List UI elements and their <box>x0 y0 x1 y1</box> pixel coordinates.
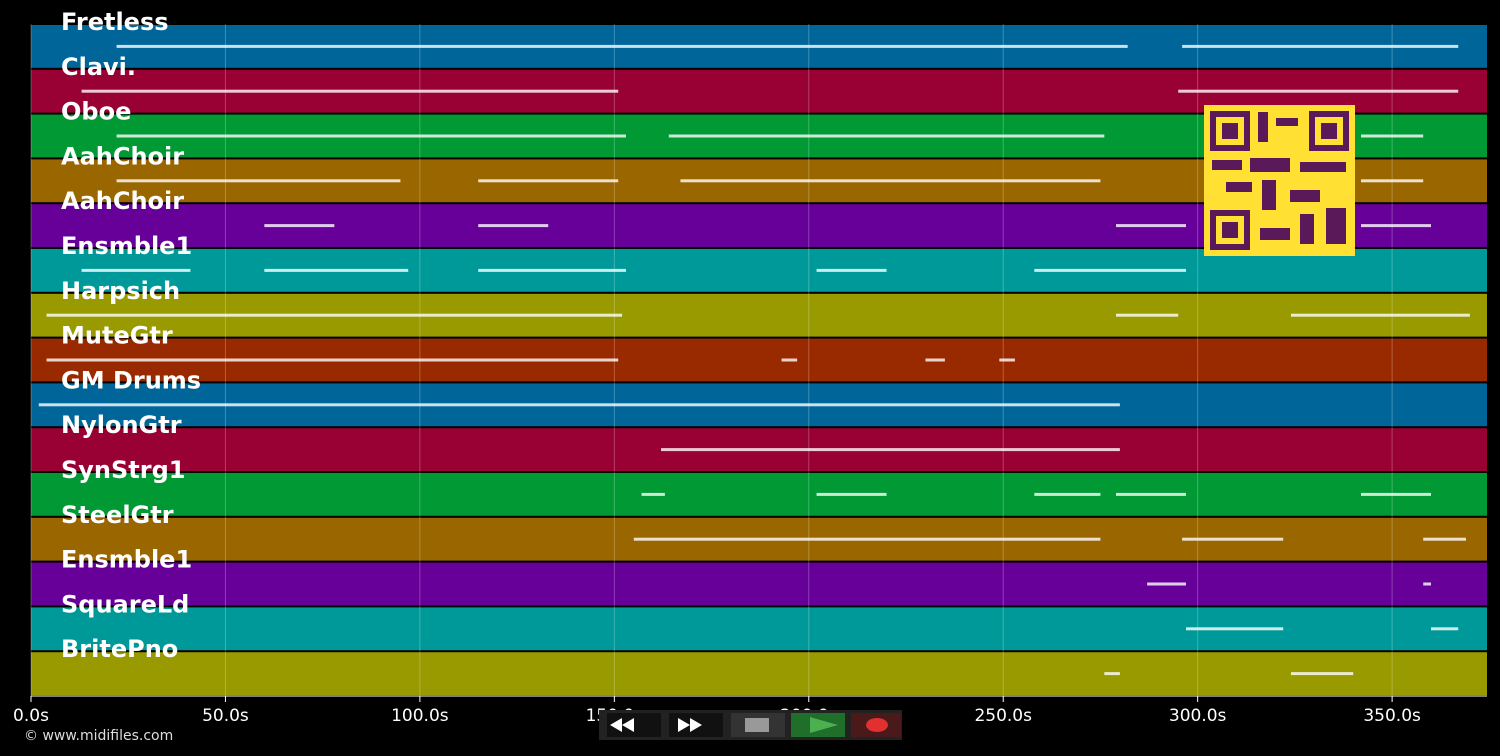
note-run <box>478 179 619 183</box>
track-label: SynStrg1 <box>61 456 186 484</box>
note-run <box>1291 313 1470 317</box>
qr-code <box>1204 105 1355 256</box>
note-run <box>999 358 1015 362</box>
labels: Fretless Clavi. Oboe AahChoir AahChoir Ensmbl… <box>61 8 201 663</box>
note-run <box>46 358 619 362</box>
note-run <box>1361 134 1424 138</box>
note-run <box>116 179 401 183</box>
note-run <box>1423 537 1466 541</box>
track-label: Harpsich <box>61 277 180 305</box>
track-label: AahChoir <box>61 142 184 170</box>
x-tick-label: 0.0s <box>13 706 49 726</box>
note-run <box>1116 224 1186 228</box>
track-label: SquareLd <box>61 590 189 618</box>
note-run <box>680 179 1101 183</box>
track-label: Fretless <box>61 8 169 36</box>
note-run <box>1104 672 1120 676</box>
note-run <box>1116 313 1179 317</box>
note-run <box>478 268 626 272</box>
track-label: BritePno <box>61 635 178 663</box>
x-tick-label: 50.0s <box>202 706 249 726</box>
note-run <box>633 537 1101 541</box>
note-run <box>1034 268 1186 272</box>
note-run <box>1034 492 1101 496</box>
track-label: Oboe <box>61 98 131 126</box>
x-tick-label: 350.0s <box>1363 706 1421 726</box>
note-run <box>1182 44 1459 48</box>
note-run <box>264 268 409 272</box>
notes <box>38 44 1470 676</box>
note-run <box>1178 89 1459 93</box>
track-band <box>31 562 1487 606</box>
note-run <box>1361 224 1431 228</box>
note-run <box>46 313 623 317</box>
x-tick-label: 250.0s <box>974 706 1032 726</box>
note-run <box>781 358 798 362</box>
track-label: NylonGtr <box>61 411 182 439</box>
note-run <box>1116 492 1186 496</box>
note-run <box>1361 492 1431 496</box>
note-run <box>925 358 945 362</box>
note-run <box>81 89 619 93</box>
note-run <box>81 268 191 272</box>
note-run <box>816 268 887 272</box>
note-run <box>264 224 335 228</box>
note-run <box>1186 627 1284 631</box>
track-label: MuteGtr <box>61 322 173 350</box>
note-run <box>1147 582 1186 586</box>
note-run <box>38 403 1120 407</box>
track-label: Ensmble1 <box>61 546 192 574</box>
note-run <box>1431 627 1459 631</box>
note-run <box>1423 582 1431 586</box>
note-run <box>478 224 549 228</box>
track-label: AahChoir <box>61 187 184 215</box>
note-run <box>1182 537 1284 541</box>
track-label: Ensmble1 <box>61 232 192 260</box>
track-band <box>31 652 1487 695</box>
track-band <box>31 473 1487 516</box>
note-run <box>816 492 887 496</box>
note-run <box>116 134 627 138</box>
transport <box>599 710 902 740</box>
note-run <box>116 44 1128 48</box>
note-run <box>641 492 665 496</box>
copyright: © www.midifiles.com <box>24 728 173 744</box>
note-run <box>1291 672 1354 676</box>
note-run <box>661 448 1120 452</box>
track-label: Clavi. <box>61 53 136 81</box>
track-label: SteelGtr <box>61 501 174 529</box>
x-tick-label: 300.0s <box>1169 706 1227 726</box>
track-label: GM Drums <box>61 366 201 394</box>
note-run <box>1361 179 1424 183</box>
x-tick-label: 100.0s <box>391 706 449 726</box>
note-run <box>668 134 1105 138</box>
